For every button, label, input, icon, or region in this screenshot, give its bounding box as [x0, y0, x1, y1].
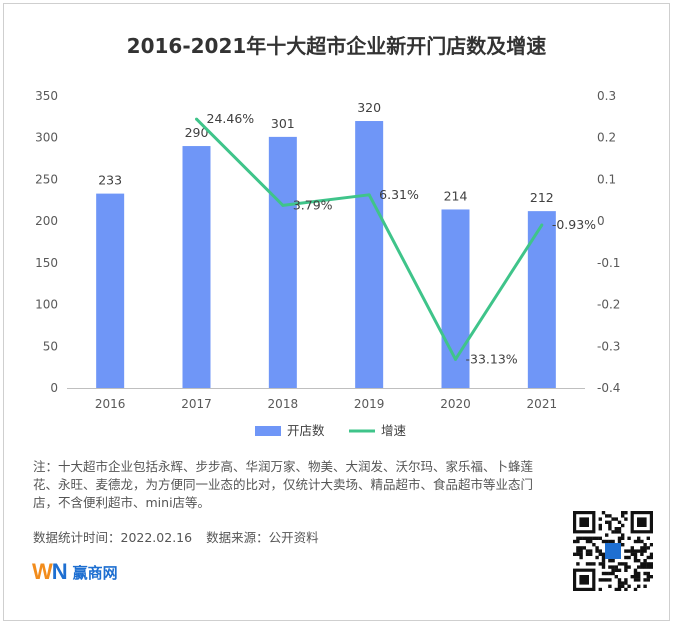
chart-title: 2016-2021年十大超市企业新开门店数及增速	[126, 34, 547, 58]
right-tick-label: -0.2	[597, 298, 620, 312]
footnote: 注：十大超市企业包括永辉、步步高、华润万家、物美、大润发、沃尔玛、家乐福、卜蜂莲…	[33, 459, 534, 510]
x-tick-label: 2016	[95, 397, 126, 411]
x-tick-label: 2020	[440, 397, 471, 411]
growth-value-label: 3.79%	[293, 197, 333, 212]
growth-point	[540, 223, 544, 227]
x-tick-label: 2021	[527, 397, 558, 411]
right-tick-label: 0.2	[597, 131, 616, 145]
left-tick-label: 100	[35, 298, 58, 312]
growth-point	[454, 357, 457, 361]
growth-point	[281, 203, 285, 207]
legend-line-label: 增速	[381, 423, 407, 438]
x-tick-label: 2018	[268, 397, 299, 411]
right-tick-label: 0	[597, 214, 605, 228]
data-source: 数据来源：公开资料	[206, 530, 319, 545]
stat-time: 数据统计时间：2022.02.16	[33, 530, 193, 545]
left-tick-label: 150	[35, 256, 58, 270]
brand-name: 赢商网	[72, 563, 118, 582]
qr-code-icon	[573, 511, 653, 591]
bar	[268, 136, 297, 388]
left-tick-label: 350	[35, 89, 58, 103]
right-tick-label: -0.3	[597, 339, 620, 353]
bar	[182, 146, 211, 388]
x-tick-label: 2019	[354, 397, 385, 411]
right-tick-label: -0.1	[597, 256, 620, 270]
right-tick-label: 0.3	[597, 89, 616, 103]
bar	[96, 193, 125, 388]
left-tick-label: 0	[50, 381, 58, 395]
bar-value-label: 320	[357, 100, 381, 115]
bar-value-label: 290	[185, 125, 209, 140]
legend-bar-label: 开店数	[287, 423, 325, 438]
growth-value-label: 6.31%	[379, 187, 419, 202]
right-tick-label: 0.1	[597, 172, 616, 186]
growth-point	[195, 117, 198, 121]
growth-value-label: -33.13%	[466, 351, 518, 366]
growth-value-label: 24.46%	[207, 111, 255, 126]
bar-value-label: 214	[444, 188, 468, 203]
right-tick-label: -0.4	[597, 381, 620, 395]
x-tick-label: 2017	[181, 397, 212, 411]
meta-line: 数据统计时间：2022.02.16 数据来源：公开资料	[33, 527, 319, 546]
left-tick-label: 300	[35, 131, 58, 145]
legend-bar-swatch	[255, 426, 281, 436]
bar-value-label: 233	[98, 173, 122, 188]
bar-value-label: 212	[530, 190, 554, 205]
growth-point	[367, 193, 371, 197]
bar	[355, 121, 384, 389]
left-tick-label: 50	[43, 339, 58, 353]
left-tick-label: 250	[35, 172, 58, 186]
bar-value-label: 301	[271, 116, 295, 131]
brand-logo-icon: WN	[32, 559, 68, 584]
growth-value-label: -0.93%	[552, 217, 596, 232]
brand[interactable]: WN 赢商网	[32, 559, 118, 585]
left-tick-label: 200	[35, 214, 58, 228]
